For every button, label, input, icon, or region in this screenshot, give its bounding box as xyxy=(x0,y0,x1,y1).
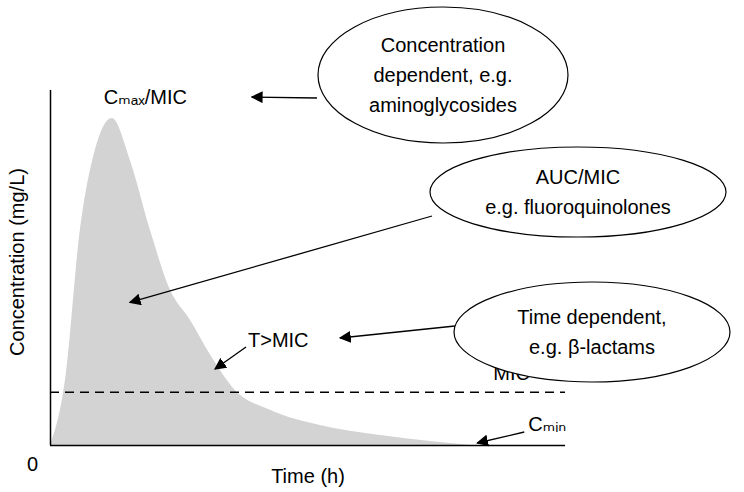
svg-text:T>MIC: T>MIC xyxy=(248,329,309,351)
svg-text:Time dependent,: Time dependent, xyxy=(517,306,666,328)
svg-text:AUC/MIC: AUC/MIC xyxy=(536,166,620,188)
svg-text:0: 0 xyxy=(27,453,38,475)
svg-text:Concentration: Concentration xyxy=(381,34,506,56)
svg-text:Concentration (mg/L): Concentration (mg/L) xyxy=(6,168,28,356)
svg-text:dependent, e.g.: dependent, e.g. xyxy=(373,64,512,86)
svg-text:Time (h): Time (h) xyxy=(271,465,345,487)
svg-text:e.g. β-lactams: e.g. β-lactams xyxy=(529,336,655,358)
svg-text:Cₘₐₓ/MIC: Cₘₐₓ/MIC xyxy=(104,86,187,108)
svg-text:Cₘᵢₙ: Cₘᵢₙ xyxy=(528,413,566,435)
svg-text:e.g. fluoroquinolones: e.g. fluoroquinolones xyxy=(485,196,671,218)
svg-text:aminoglycosides: aminoglycosides xyxy=(369,94,517,116)
